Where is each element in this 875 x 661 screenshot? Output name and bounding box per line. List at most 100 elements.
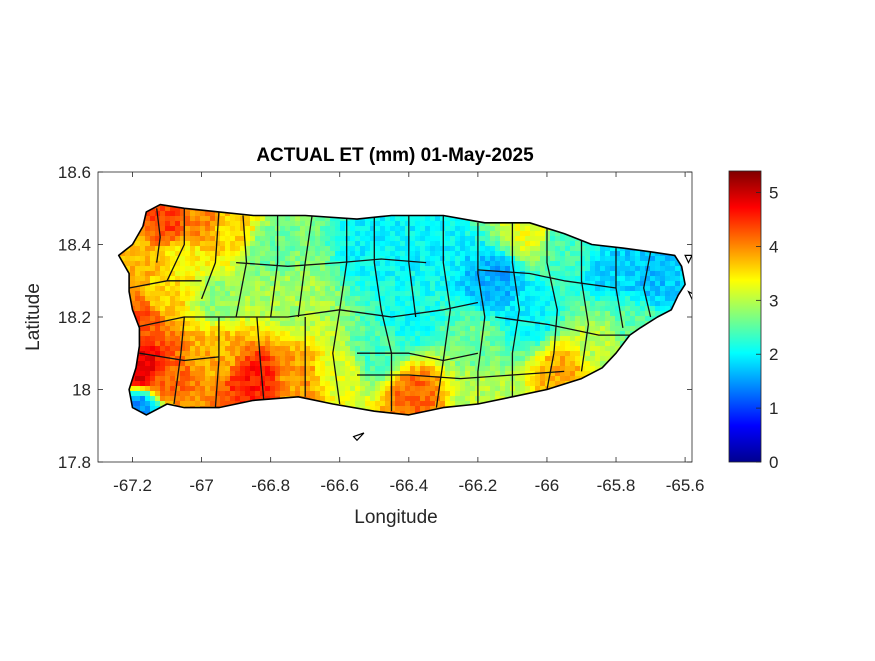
et-cell (425, 271, 431, 277)
et-cell (465, 316, 471, 322)
et-cell (285, 321, 291, 327)
et-cell (515, 251, 521, 257)
et-cell (160, 281, 166, 287)
et-cell (145, 376, 151, 382)
et-cell (225, 281, 231, 287)
et-cell (130, 391, 136, 397)
et-cell (580, 301, 586, 307)
et-cell (610, 256, 616, 262)
et-cell (145, 366, 151, 372)
et-cell (625, 301, 631, 307)
et-cell (195, 221, 201, 227)
et-cell (340, 371, 346, 377)
et-cell (350, 381, 356, 387)
et-cell (440, 381, 446, 387)
et-cell (300, 306, 306, 312)
et-cell (605, 321, 611, 327)
et-cell (550, 316, 556, 322)
et-cell (590, 261, 596, 267)
et-cell (425, 241, 431, 247)
et-cell (295, 356, 301, 362)
et-cell (360, 241, 366, 247)
et-cell (130, 271, 136, 277)
et-cell (620, 296, 626, 302)
et-cell (500, 266, 506, 272)
et-cell (380, 231, 386, 237)
et-cell (340, 296, 346, 302)
et-cell (395, 286, 401, 292)
et-cell (455, 261, 461, 267)
et-cell (590, 286, 596, 292)
et-cell (410, 306, 416, 312)
et-cell (330, 306, 336, 312)
et-cell (545, 361, 551, 367)
et-cell (240, 266, 246, 272)
et-cell (625, 326, 631, 332)
et-cell (140, 226, 146, 232)
et-cell (135, 246, 141, 252)
et-cell (215, 331, 221, 337)
et-cell (275, 356, 281, 362)
et-cell (630, 271, 636, 277)
et-cell (265, 341, 271, 347)
et-cell (225, 241, 231, 247)
et-cell (250, 256, 256, 262)
et-cell (195, 256, 201, 262)
et-cell (430, 266, 436, 272)
et-cell (520, 271, 526, 277)
et-cell (555, 361, 561, 367)
et-cell (215, 336, 221, 342)
et-cell (605, 336, 611, 342)
et-cell (350, 336, 356, 342)
et-cell (535, 356, 541, 362)
et-cell (295, 296, 301, 302)
et-cell (370, 281, 376, 287)
et-cell (465, 381, 471, 387)
et-cell (200, 396, 206, 402)
et-cell (225, 211, 231, 217)
et-cell (490, 236, 496, 242)
et-cell (370, 386, 376, 392)
et-cell (320, 396, 326, 402)
et-cell (315, 376, 321, 382)
et-cell (235, 261, 241, 267)
et-cell (405, 341, 411, 347)
et-cell (355, 341, 361, 347)
et-cell (455, 286, 461, 292)
et-cell (130, 386, 136, 392)
et-cell (280, 386, 286, 392)
et-cell (480, 386, 486, 392)
et-cell (290, 321, 296, 327)
et-cell (530, 281, 536, 287)
et-cell (180, 291, 186, 297)
et-cell (435, 281, 441, 287)
et-cell (375, 336, 381, 342)
et-cell (210, 271, 216, 277)
et-cell (170, 281, 176, 287)
et-cell (545, 236, 551, 242)
et-cell (185, 361, 191, 367)
et-cell (385, 241, 391, 247)
et-cell (130, 291, 136, 297)
et-cell (590, 366, 596, 372)
et-cell (315, 396, 321, 402)
et-cell (590, 336, 596, 342)
et-cell (445, 381, 451, 387)
et-cell (400, 311, 406, 317)
et-cell (445, 316, 451, 322)
et-cell (180, 231, 186, 237)
et-cell (245, 271, 251, 277)
et-cell (515, 391, 521, 397)
et-cell (380, 216, 386, 222)
et-cell (410, 376, 416, 382)
et-cell (415, 321, 421, 327)
et-cell (300, 296, 306, 302)
et-cell (620, 286, 626, 292)
et-cell (125, 261, 131, 267)
et-cell (565, 356, 571, 362)
et-cell (495, 246, 501, 252)
et-cell (145, 381, 151, 387)
et-cell (380, 406, 386, 412)
et-cell (405, 311, 411, 317)
et-cell (555, 331, 561, 337)
